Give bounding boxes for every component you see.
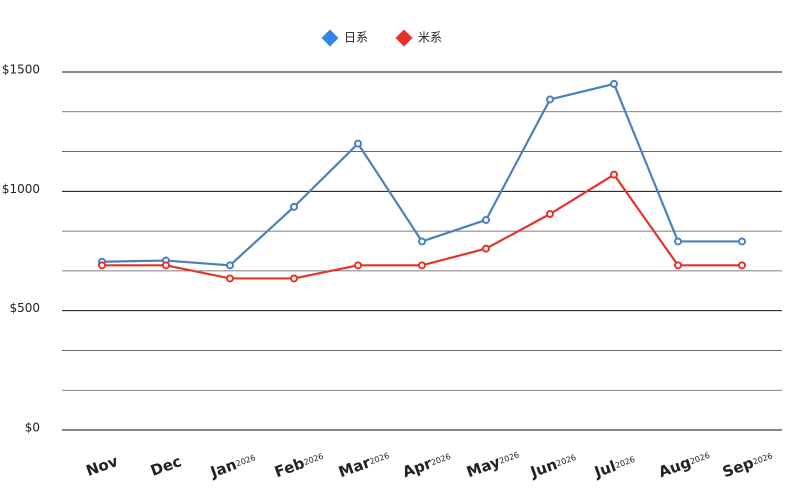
x-tick-label: Feb2026 bbox=[272, 446, 326, 480]
x-tick-year: 2026 bbox=[751, 451, 773, 466]
data-point bbox=[162, 261, 170, 270]
y-tick-label: $1000 bbox=[2, 182, 40, 196]
x-tick-year: 2026 bbox=[498, 450, 520, 465]
x-tick: Dec bbox=[148, 452, 184, 480]
x-tick: Sep2026 bbox=[720, 446, 775, 481]
data-point bbox=[610, 170, 618, 179]
x-tick: Apr2026 bbox=[400, 447, 453, 481]
x-tick-label: Nov bbox=[83, 451, 120, 479]
data-point bbox=[290, 274, 298, 283]
data-point bbox=[738, 237, 746, 246]
x-tick-year: 2026 bbox=[302, 451, 324, 466]
x-tick-label: Jun2026 bbox=[527, 448, 579, 481]
x-tick-year: 2026 bbox=[430, 451, 452, 466]
y-tick-label: $1500 bbox=[2, 63, 40, 77]
data-point bbox=[482, 215, 490, 224]
x-tick: Nov bbox=[83, 451, 120, 479]
x-tick: Jun2026 bbox=[527, 448, 579, 481]
data-point bbox=[418, 237, 426, 246]
x-tick-label: Aug2026 bbox=[656, 446, 712, 481]
x-tick-label: Dec bbox=[148, 452, 184, 480]
legend-marker bbox=[395, 29, 413, 47]
x-tick-month: Nov bbox=[83, 451, 120, 479]
x-tick-year: 2026 bbox=[689, 450, 711, 465]
data-point bbox=[738, 261, 746, 270]
y-tick-label: $0 bbox=[25, 421, 40, 435]
data-point bbox=[290, 202, 298, 211]
data-point bbox=[482, 244, 490, 253]
data-point bbox=[674, 261, 682, 270]
data-point bbox=[98, 261, 106, 270]
x-tick-label: May2026 bbox=[464, 445, 522, 481]
x-tick: Jul2026 bbox=[591, 450, 637, 482]
data-point bbox=[546, 210, 554, 219]
legend-label: 日系 bbox=[344, 31, 368, 45]
data-point bbox=[354, 261, 362, 270]
x-tick: Jan2026 bbox=[207, 448, 258, 482]
x-tick-year: 2026 bbox=[614, 454, 636, 469]
data-point bbox=[610, 79, 618, 88]
y-tick-label: $500 bbox=[9, 301, 40, 315]
data-point bbox=[226, 261, 234, 270]
x-tick: Aug2026 bbox=[656, 446, 712, 481]
x-tick-year: 2026 bbox=[368, 451, 390, 466]
x-tick: Feb2026 bbox=[272, 446, 326, 481]
x-tick-label: Sep2026 bbox=[720, 446, 775, 481]
x-tick-year: 2026 bbox=[234, 453, 256, 468]
x-tick-year: 2026 bbox=[555, 452, 577, 467]
data-point bbox=[674, 237, 682, 246]
data-point bbox=[354, 139, 362, 148]
data-point bbox=[546, 95, 554, 104]
x-tick-label: Jul2026 bbox=[591, 450, 637, 482]
x-tick: May2026 bbox=[464, 445, 522, 481]
data-point bbox=[226, 274, 234, 283]
x-tick: Mar2026 bbox=[336, 446, 392, 481]
x-tick-month: Dec bbox=[148, 452, 184, 480]
legend-marker bbox=[321, 29, 339, 47]
data-point bbox=[418, 261, 426, 270]
x-tick-label: Mar2026 bbox=[336, 446, 392, 481]
x-tick-label: Jan2026 bbox=[207, 448, 258, 481]
x-tick-label: Apr2026 bbox=[400, 447, 453, 481]
legend-label: 米系 bbox=[418, 31, 442, 45]
